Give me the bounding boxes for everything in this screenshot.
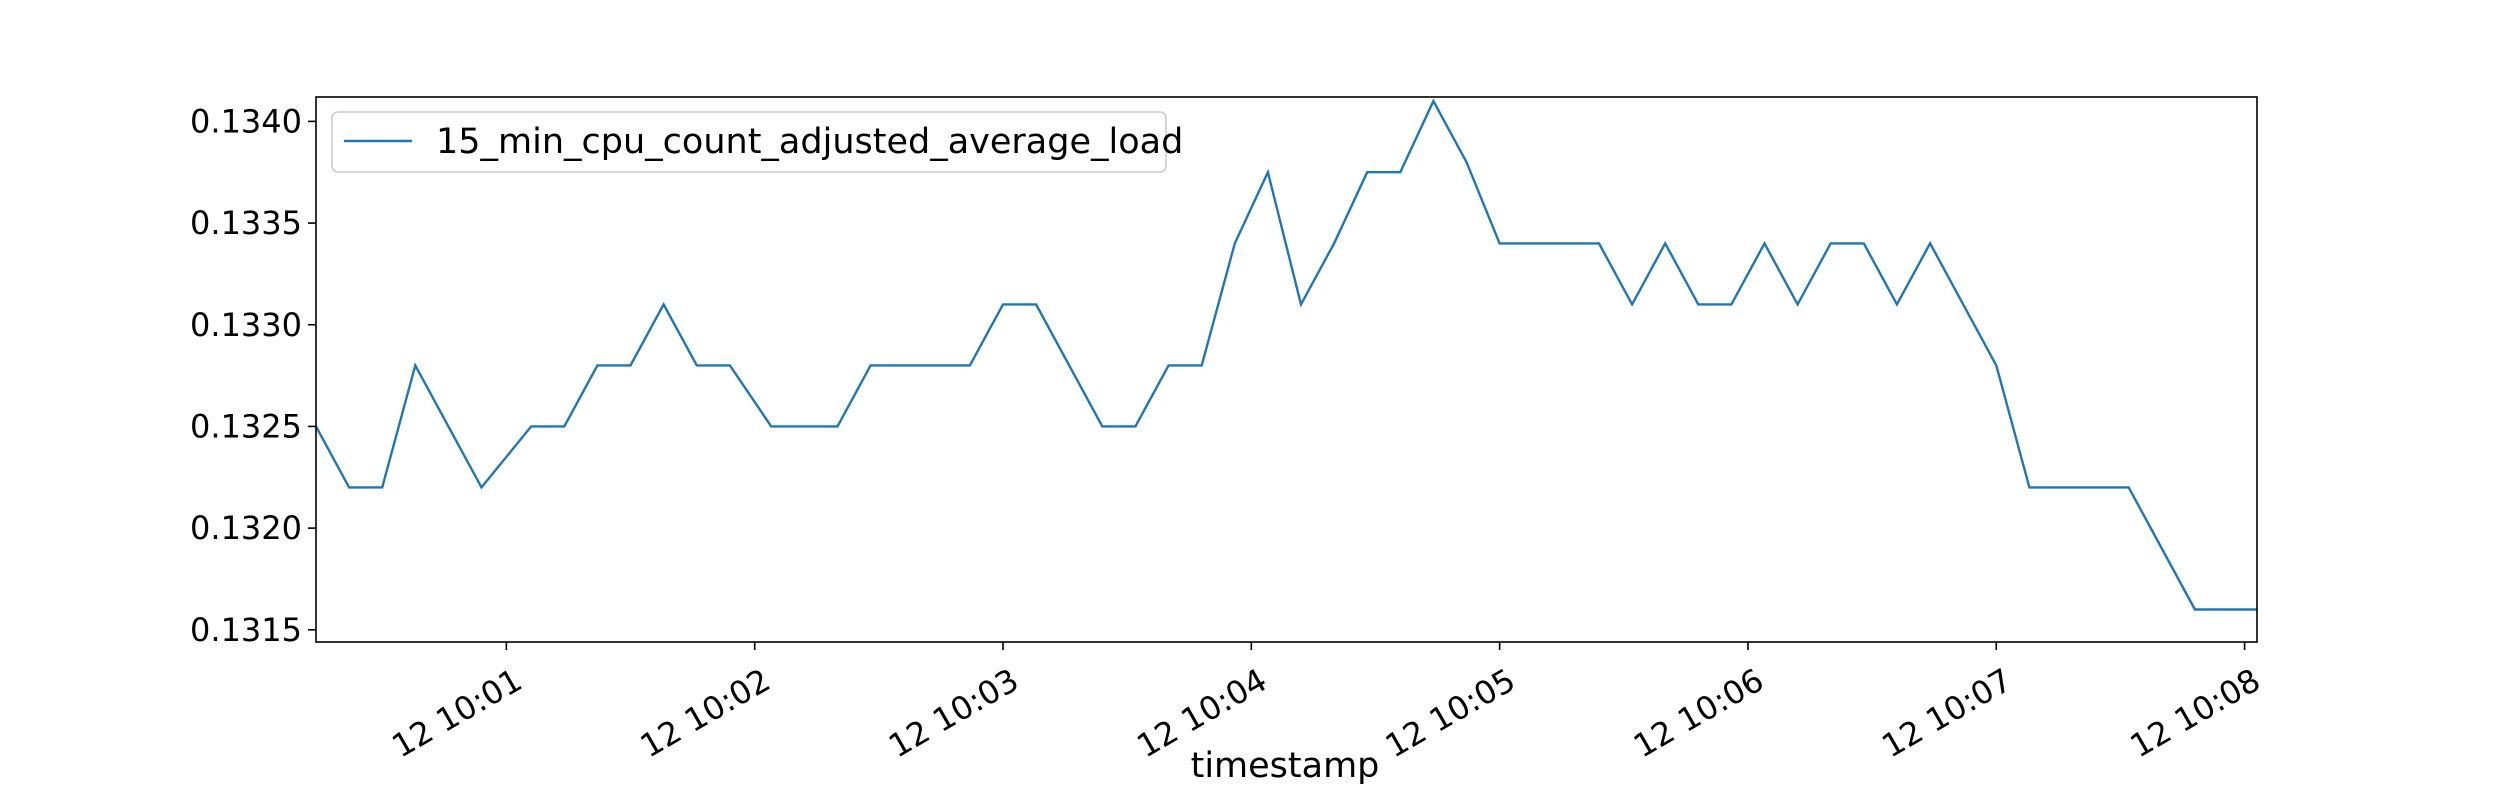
x-axis-title: timestamp bbox=[1191, 746, 1380, 786]
legend-box bbox=[331, 111, 1167, 173]
y-tick-label: 0.1335 bbox=[190, 204, 302, 242]
x-tick-label: 12 10:08 bbox=[2124, 661, 2267, 765]
x-tick-label: 12 10:03 bbox=[882, 661, 1025, 765]
x-tick-label: 12 10:06 bbox=[1627, 661, 1770, 765]
y-tick-label: 0.1325 bbox=[190, 407, 302, 445]
y-tick-label: 0.1315 bbox=[190, 611, 302, 649]
y-tick-label: 0.1330 bbox=[190, 306, 302, 344]
x-tick-label: 12 10:05 bbox=[1379, 661, 1522, 765]
x-tick-label: 12 10:01 bbox=[385, 661, 528, 765]
y-tick-label: 0.1320 bbox=[190, 509, 302, 547]
y-axis: 0.1315 0.1320 0.1325 0.1330 0.1335 0.1340 bbox=[190, 102, 316, 649]
series-line-15-min-cpu-count-adjusted-average-load bbox=[314, 98, 2257, 611]
legend: 15_min_cpu_count_adjusted_average_load bbox=[331, 111, 1183, 173]
legend-label: 15_min_cpu_count_adjusted_average_load bbox=[436, 122, 1183, 162]
y-tick-label: 0.1340 bbox=[190, 102, 302, 140]
x-tick-label: 12 10:07 bbox=[1875, 661, 2018, 765]
x-tick-label: 12 10:02 bbox=[634, 661, 777, 765]
plot-area-frame bbox=[315, 96, 2258, 643]
